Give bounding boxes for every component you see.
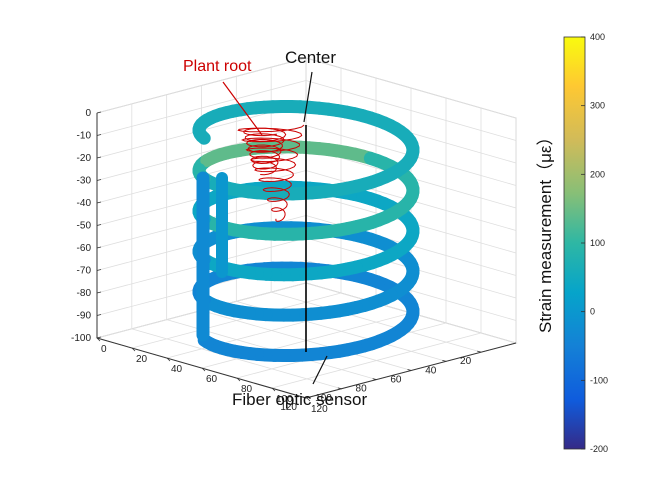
x-tick-mark [477, 350, 482, 353]
root-trace [243, 127, 287, 176]
annotations: Plant root Center Fiber optic sensor [183, 48, 367, 409]
z-tick-label: -40 [77, 198, 92, 209]
y-tick-mark [166, 357, 171, 362]
x-tick-mark [302, 396, 308, 399]
z-tick-mark [96, 336, 102, 339]
x-tick-mark [442, 359, 447, 362]
center-label: Center [285, 48, 336, 67]
y-floor-grid [271, 332, 482, 389]
z-axis-ticks: 0 -10 -20 -30 -40 -50 -60 -70 -80 -90 -100 [71, 108, 102, 344]
z-tick-label: -20 [77, 153, 92, 164]
x-tick-mark [407, 369, 412, 371]
x-tick-label: 40 [425, 365, 437, 376]
z-tick-mark [96, 179, 102, 181]
z-tick-label: -90 [77, 311, 92, 322]
colorbar: 400 300 200 100 0 -100 -200 Strain measurement… [536, 32, 608, 454]
z-tick-label: 0 [85, 108, 91, 119]
z-tick-mark [96, 134, 102, 136]
colorbar-tick-label: 0 [590, 307, 595, 317]
x-tick-mark [337, 387, 342, 390]
z-tick-mark [96, 111, 102, 114]
z-tick-label: -100 [71, 333, 91, 344]
y-tick-mark [306, 397, 311, 402]
x-tick-label: 60 [390, 375, 402, 386]
colorbar-label: Strain measurement（με） [536, 129, 555, 333]
sensor-leader [312, 355, 328, 385]
colorbar-tick-label: 300 [590, 101, 605, 111]
y-tick-label: 60 [206, 374, 218, 385]
y-tick-mark [131, 347, 136, 352]
y-tick-label: 20 [136, 354, 148, 365]
x-tick-label: 80 [356, 384, 368, 395]
y-tick-mark [236, 377, 241, 382]
center-leader [303, 71, 313, 123]
x-tick-label: 20 [460, 356, 472, 367]
y-tick-mark [96, 337, 101, 342]
root-trace [237, 124, 305, 222]
z-tick-label: -10 [77, 131, 92, 142]
colorbar-tick-label: 200 [590, 169, 605, 179]
z-tick-label: -70 [77, 266, 92, 277]
z-tick-mark [96, 224, 102, 226]
z-tick-mark [96, 156, 102, 159]
colorbar-ticks: 400 300 200 100 0 -100 -200 [581, 32, 608, 454]
z-tick-mark [96, 314, 102, 316]
colorbar-tick-label: -100 [590, 375, 608, 385]
y-tick-mark [201, 367, 206, 372]
y-tick-mark [271, 387, 276, 392]
z-tick-label: -50 [77, 221, 92, 232]
x-tick-label: 120 [280, 402, 297, 413]
z-tick-label: -60 [77, 243, 92, 254]
z-tick-mark [96, 246, 102, 249]
plant-root-label: Plant root [183, 58, 252, 75]
z-tick-mark [96, 291, 102, 294]
y-tick-label: 120 [311, 404, 328, 415]
plant-root-leader [222, 81, 263, 136]
x-tick-label: 100 [315, 393, 332, 404]
colorbar-tick-label: 100 [590, 238, 605, 248]
y-tick-label: 100 [276, 394, 293, 405]
colorbar-tick-label: 400 [590, 32, 605, 42]
y-tick-label: 80 [241, 384, 253, 395]
y-tick-label: 0 [101, 344, 107, 355]
y-tick-label: 40 [171, 364, 183, 375]
x-tick-mark [372, 378, 377, 381]
z-tick-label: -30 [77, 176, 92, 187]
plant-root [237, 124, 305, 222]
z-tick-label: -80 [77, 288, 92, 299]
z-tick-mark [96, 269, 102, 271]
colorbar-tick-label: -200 [590, 444, 608, 454]
sensor-label: Fiber optic sensor [232, 390, 367, 409]
x-axis-line [96, 337, 307, 399]
z-tick-mark [96, 201, 102, 204]
